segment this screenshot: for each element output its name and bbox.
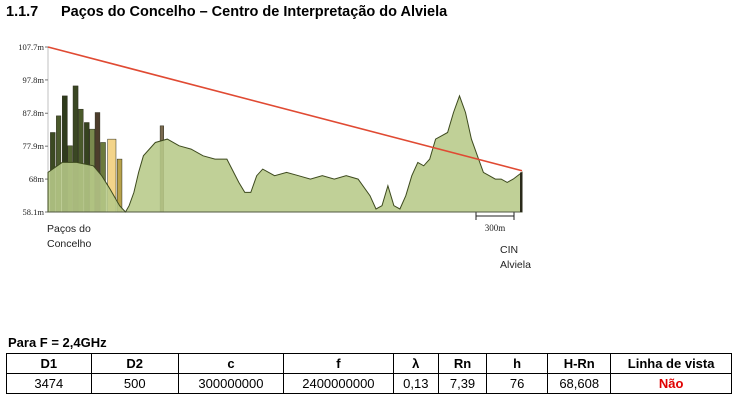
header-h: h xyxy=(486,353,549,374)
cell-h: 76 xyxy=(486,373,549,394)
line-of-sight xyxy=(47,46,523,172)
y-tick-label: 87.8m xyxy=(23,108,45,118)
y-tick-label: 58.1m xyxy=(23,207,45,217)
cell-h-rn: 68,608 xyxy=(547,373,612,394)
header-f: f xyxy=(283,353,394,374)
end-label-line-2: Alviela xyxy=(500,259,531,271)
section-number: 1.1.7 xyxy=(6,4,39,20)
frequency-label: Para F = 2,4GHz xyxy=(8,335,107,350)
table-row: 3474 500 300000000 2400000000 0,13 7,39 … xyxy=(6,373,732,394)
y-tick-label: 68m xyxy=(29,174,45,184)
header-lambda: λ xyxy=(392,353,439,374)
header-d1: D1 xyxy=(6,353,92,374)
terrain-area xyxy=(47,94,523,213)
section-title: Paços do Concelho – Centro de Interpreta… xyxy=(61,4,448,20)
cell-lambda: 0,13 xyxy=(392,373,439,394)
end-label-line-1: CIN xyxy=(500,244,519,256)
header-c: c xyxy=(177,353,285,374)
end-point-marker xyxy=(520,172,523,212)
start-label-line-1: Paços do xyxy=(47,223,91,235)
scale-bar-label: 300m xyxy=(485,223,506,233)
header-line-of-sight: Linha de vista xyxy=(610,353,732,374)
section-heading: 1.1.7 Paços do Concelho – Centro de Inter… xyxy=(6,4,447,20)
link-calculation-table: D1 D2 c f λ Rn h H-Rn Linha de vista 347… xyxy=(6,353,732,394)
scale-bar: 300m xyxy=(475,212,515,233)
y-tick-label: 97.8m xyxy=(23,75,45,85)
header-rn: Rn xyxy=(437,353,488,374)
start-location-label: Paços do Concelho xyxy=(47,222,91,252)
cell-d1: 3474 xyxy=(6,373,92,394)
cell-c: 300000000 xyxy=(177,373,285,394)
cell-line-of-sight: Não xyxy=(610,373,732,394)
header-h-rn: H-Rn xyxy=(547,353,612,374)
cell-d2: 500 xyxy=(90,373,179,394)
table-header-row: D1 D2 c f λ Rn h H-Rn Linha de vista xyxy=(6,353,732,374)
header-d2: D2 xyxy=(90,353,179,374)
cell-rn: 7,39 xyxy=(437,373,488,394)
end-location-label: CIN Alviela xyxy=(500,243,531,273)
start-label-line-2: Concelho xyxy=(47,238,92,250)
elevation-profile-chart: 107.7m 97.8m 87.8m 77.9m 68m 58.1m 300m xyxy=(18,42,523,233)
cell-f: 2400000000 xyxy=(283,373,394,394)
y-axis: 107.7m 97.8m 87.8m 77.9m 68m 58.1m xyxy=(18,42,49,217)
y-tick-label: 107.7m xyxy=(18,42,44,52)
y-tick-label: 77.9m xyxy=(23,141,45,151)
